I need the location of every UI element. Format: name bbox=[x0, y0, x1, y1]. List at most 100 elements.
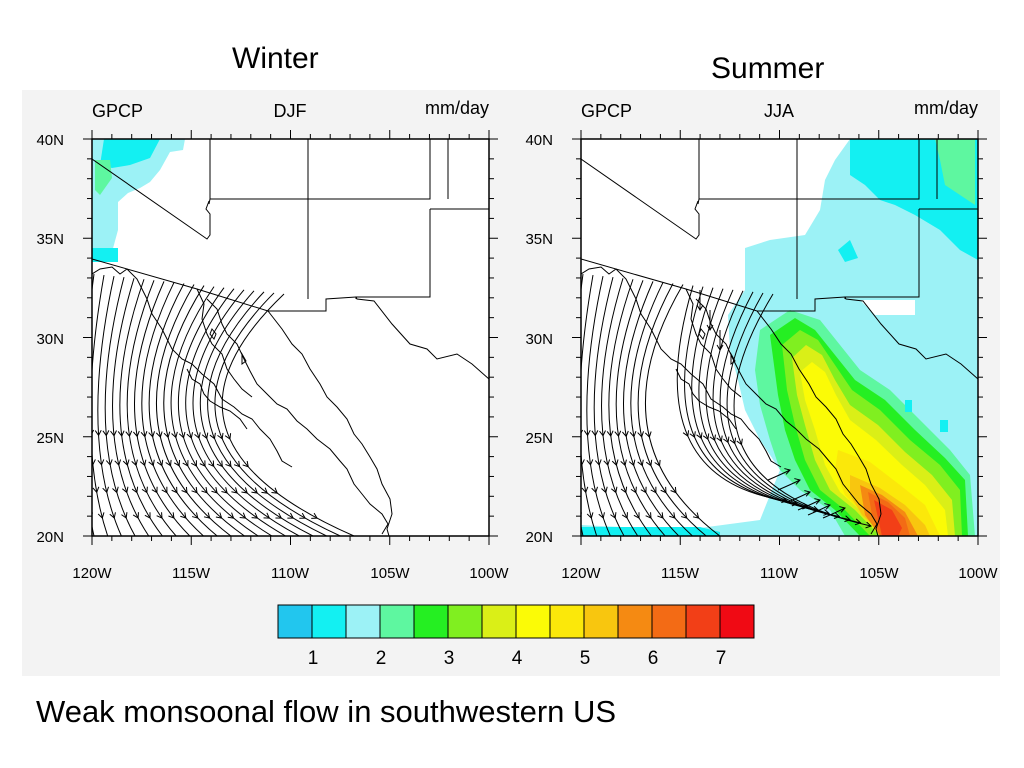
flow-arrow bbox=[92, 486, 100, 494]
streamline bbox=[601, 278, 639, 536]
flow-arrow bbox=[131, 459, 138, 467]
flow-arrow bbox=[125, 430, 133, 438]
slide-caption: Weak monsoonal flow in southwestern US bbox=[36, 694, 617, 729]
flow-arrow bbox=[621, 512, 628, 519]
axis-ticks bbox=[83, 130, 498, 545]
lon-labels: 120W 115W 110W 105W 100W bbox=[561, 565, 998, 582]
colorbar-label: 2 bbox=[376, 648, 387, 669]
flow-arrow bbox=[217, 432, 224, 440]
colorbar-swatch bbox=[583, 604, 619, 639]
lon-label: 115W bbox=[172, 565, 211, 582]
lat-label: 20N bbox=[525, 529, 553, 546]
panel-season-label: DJF bbox=[274, 101, 307, 121]
winter-title: Winter bbox=[232, 42, 319, 75]
colorbar-swatch bbox=[515, 604, 551, 639]
flow-arrow bbox=[112, 486, 119, 494]
streamline bbox=[177, 287, 273, 536]
flow-arrow bbox=[165, 459, 172, 467]
flow-arrow bbox=[611, 459, 619, 467]
flow-arrow bbox=[239, 512, 247, 519]
streamline bbox=[221, 293, 355, 536]
flow-arrow bbox=[622, 430, 629, 438]
geo-line bbox=[241, 352, 247, 365]
precip-shading bbox=[581, 139, 978, 536]
flow-arrow bbox=[180, 512, 187, 519]
geo-line bbox=[756, 310, 882, 536]
colorbar-label: 3 bbox=[444, 648, 455, 669]
flow-arrow bbox=[628, 459, 636, 467]
flow-arrow bbox=[814, 498, 821, 505]
flow-arrow bbox=[151, 486, 158, 494]
flow-arrow bbox=[854, 518, 862, 526]
flow-arrow bbox=[637, 459, 644, 467]
flow-arrow bbox=[645, 512, 652, 519]
flow-arrow bbox=[242, 460, 249, 468]
geo-line bbox=[209, 328, 217, 340]
flow-arrow bbox=[215, 512, 223, 519]
flow-arrow bbox=[173, 459, 181, 467]
streamline bbox=[185, 288, 286, 536]
streamline bbox=[104, 277, 136, 536]
flow-arrow bbox=[133, 430, 140, 438]
flow-arrow bbox=[581, 486, 589, 494]
colorbar-label: 5 bbox=[580, 648, 591, 669]
flow-arrow bbox=[186, 432, 194, 439]
streamline bbox=[777, 479, 801, 491]
flow-arrow bbox=[132, 512, 139, 519]
flow-arrow bbox=[299, 512, 306, 519]
geo-line bbox=[355, 296, 489, 380]
geo-line bbox=[695, 298, 878, 535]
flow-arrow bbox=[591, 430, 599, 437]
flow-arrow bbox=[211, 487, 218, 494]
flow-arrow bbox=[209, 432, 216, 440]
geo-line bbox=[92, 258, 357, 312]
flow-arrow bbox=[729, 437, 737, 445]
flow-arrow bbox=[121, 486, 129, 494]
flow-arrow bbox=[716, 344, 724, 351]
flow-arrow bbox=[194, 432, 201, 440]
flow-arrow bbox=[824, 503, 831, 510]
streamline bbox=[112, 278, 150, 536]
flow-arrow bbox=[201, 486, 208, 494]
streamline bbox=[623, 281, 680, 536]
colorbar-labels: 1 2 3 4 5 6 7 bbox=[308, 648, 727, 669]
flow-arrow bbox=[794, 478, 801, 485]
streamline bbox=[119, 279, 163, 536]
flow-arrow bbox=[191, 460, 197, 467]
lat-label: 25N bbox=[36, 430, 64, 447]
colorbar bbox=[277, 604, 755, 639]
streamline bbox=[156, 284, 232, 536]
colorbar-swatch bbox=[345, 604, 381, 639]
flow-arrow bbox=[97, 512, 105, 519]
flow-arrow bbox=[681, 512, 688, 519]
geo-line bbox=[210, 139, 431, 200]
coastlines-borders bbox=[92, 139, 489, 536]
streamline bbox=[637, 283, 707, 536]
colorbar-swatch bbox=[617, 604, 653, 639]
flow-arrow bbox=[670, 486, 677, 494]
flow-arrow bbox=[654, 459, 661, 467]
streamline bbox=[134, 281, 191, 536]
flow-arrow bbox=[823, 509, 830, 516]
flow-arrow bbox=[610, 512, 617, 519]
axis-ticks bbox=[572, 130, 987, 545]
flow-arrow bbox=[696, 432, 703, 440]
flow-arrow bbox=[102, 486, 109, 494]
flow-arrow bbox=[122, 459, 130, 467]
lat-label: 25N bbox=[525, 430, 553, 447]
flow-arrow bbox=[839, 506, 846, 513]
flow-arrow bbox=[121, 512, 128, 519]
flow-arrow bbox=[586, 459, 594, 466]
summer-title: Summer bbox=[711, 52, 825, 85]
flow-arrow bbox=[139, 459, 147, 467]
precip-shading bbox=[92, 139, 185, 262]
flow-arrow bbox=[109, 512, 116, 519]
flow-arrow bbox=[581, 459, 585, 466]
flow-arrow bbox=[171, 431, 178, 439]
flow-arrow bbox=[97, 459, 105, 466]
streamline bbox=[92, 274, 109, 536]
streamline bbox=[148, 283, 218, 536]
flow-arrow bbox=[201, 432, 209, 440]
flow-arrow bbox=[171, 486, 178, 494]
flow-arrow bbox=[168, 512, 175, 519]
